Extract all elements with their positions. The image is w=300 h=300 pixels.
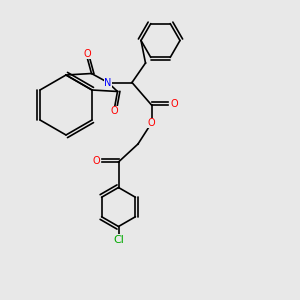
Text: O: O [148,118,155,128]
Text: O: O [83,49,91,59]
Text: O: O [170,99,178,109]
Text: Cl: Cl [113,235,124,245]
Text: N: N [104,77,112,88]
Text: O: O [111,106,118,116]
Text: O: O [92,156,100,166]
